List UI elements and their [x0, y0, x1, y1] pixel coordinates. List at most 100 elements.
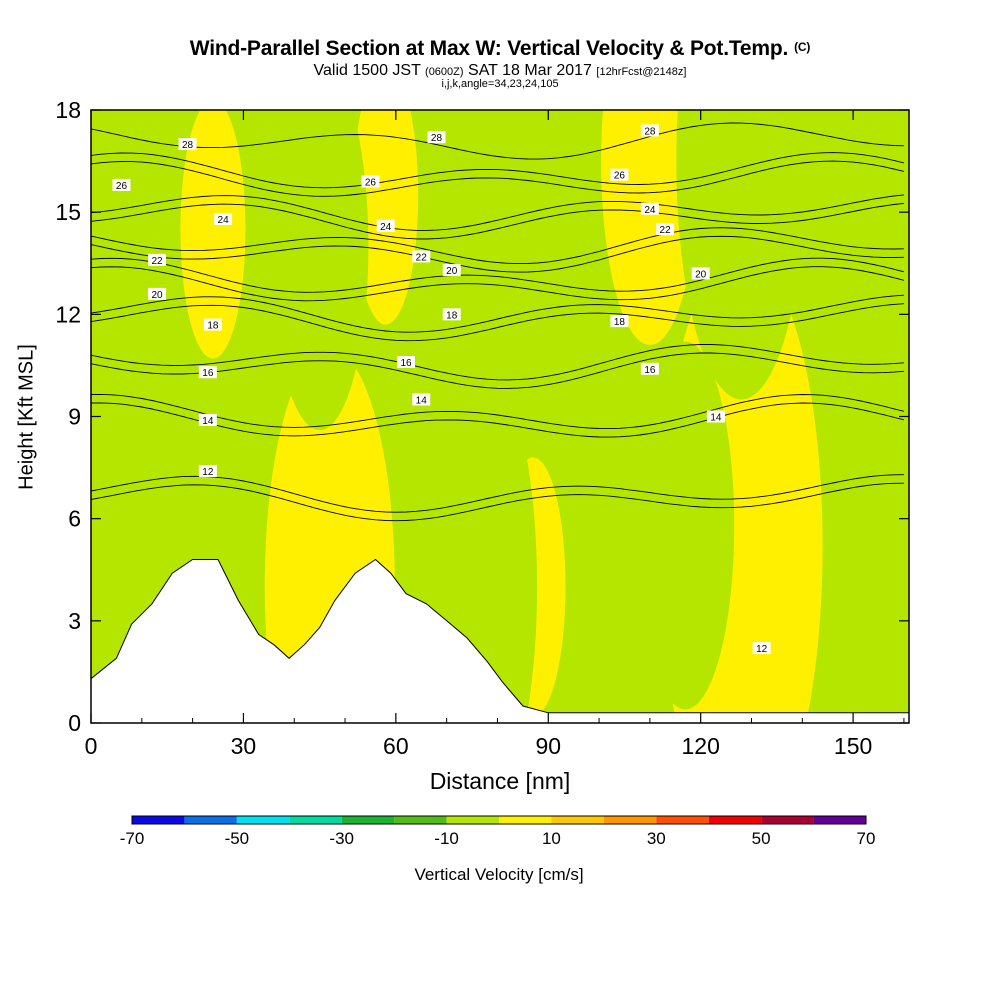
theta-contour	[91, 482, 904, 522]
svg-text:28: 28	[431, 133, 443, 144]
theta-label: 14	[198, 413, 217, 427]
svg-text:20: 20	[151, 290, 163, 301]
theta-label: 24	[640, 202, 659, 216]
colorbar-swatch	[499, 816, 552, 824]
y-axis-label: Height [Kft MSL]	[15, 344, 38, 490]
svg-text:26: 26	[116, 181, 128, 192]
svg-text:28: 28	[182, 140, 194, 151]
velocity-cell	[676, 110, 807, 400]
svg-text:18: 18	[614, 317, 626, 328]
theta-label: 20	[148, 287, 167, 301]
theta-label: 16	[198, 366, 217, 379]
theta-label: 14	[706, 410, 725, 424]
svg-text:14: 14	[416, 395, 428, 406]
theta-contour	[91, 122, 904, 160]
cross-section-chart: 28 28 28 26 26 26 24 24 24 22 22 22 20 20 20 18 18 18 16 16…	[55, 97, 910, 884]
svg-text:16: 16	[400, 358, 412, 369]
theta-label: 28	[427, 131, 446, 144]
colorbar-swatch	[394, 816, 447, 824]
terrain	[91, 558, 909, 723]
svg-text:14: 14	[710, 413, 722, 424]
velocity-cell	[270, 110, 369, 431]
svg-text:28: 28	[644, 126, 656, 137]
theta-label: 14	[412, 393, 431, 406]
theta-label: 22	[412, 250, 431, 263]
svg-text:24: 24	[644, 205, 656, 216]
theta-label: 16	[397, 356, 416, 369]
velocity-cell	[636, 341, 735, 710]
theta-contour	[91, 152, 905, 189]
colorbar-swatch	[551, 816, 604, 824]
x-tick-label: 150	[834, 733, 872, 759]
svg-text:20: 20	[695, 269, 707, 280]
theta-contour	[91, 194, 904, 231]
chart-subtitle: Valid 1500 JST (0600Z) SAT 18 Mar 2017 […	[313, 62, 687, 79]
y-tick-label: 0	[68, 710, 81, 736]
theta-label: 24	[376, 219, 395, 233]
x-tick-label: 90	[535, 733, 561, 759]
theta-label: 20	[442, 264, 461, 277]
theta-contour	[91, 235, 904, 273]
x-tick-label: 120	[682, 733, 720, 759]
colorbar-tick-label: 30	[647, 829, 666, 848]
colorbar-swatch	[813, 816, 866, 824]
colorbar-label: Vertical Velocity [cm/s]	[414, 865, 583, 884]
x-tick-label: 0	[85, 733, 98, 759]
theta-contour	[91, 202, 904, 240]
theta-label: 12	[198, 464, 217, 478]
theta-contours	[91, 122, 905, 522]
colorbar-tick-label: 70	[857, 829, 876, 848]
velocity-cell	[407, 348, 538, 723]
svg-text:18: 18	[446, 310, 458, 321]
y-tick-label: 6	[68, 506, 81, 532]
theta-label: 24	[214, 212, 233, 226]
svg-text:22: 22	[151, 256, 163, 267]
theta-contour	[91, 344, 904, 381]
theta-label: 16	[640, 362, 659, 376]
chart-title: Wind-Parallel Section at Max W: Vertical…	[189, 37, 811, 60]
theta-label: 26	[112, 178, 131, 192]
theta-label: 26	[361, 175, 380, 189]
theta-contour	[91, 303, 904, 342]
svg-text:22: 22	[660, 225, 672, 236]
theta-contour	[91, 257, 905, 293]
colorbar-swatch	[656, 816, 709, 824]
terrain-mask	[91, 558, 909, 723]
theta-label: 18	[610, 315, 629, 328]
colorbar: -70 -50 -30 -10 10 30 50 70 Vertical Velocity [c…	[120, 815, 876, 884]
colorbar-swatch	[603, 816, 657, 824]
axis-ticks: 0 30 60 90 120 150 0 3 6 9 12 15 18	[55, 97, 909, 759]
y-tick-label: 3	[68, 608, 81, 634]
colorbar-tick-label: 10	[542, 829, 561, 848]
velocity-cell	[91, 110, 172, 485]
colorbar-swatch	[184, 816, 237, 824]
velocity-field	[91, 110, 823, 723]
theta-contour	[91, 266, 905, 302]
svg-text:24: 24	[380, 222, 392, 233]
theta-contour	[91, 474, 904, 513]
theta-contour	[91, 393, 905, 430]
svg-text:26: 26	[614, 171, 626, 182]
colorbar-swatch	[761, 816, 814, 824]
svg-text:24: 24	[218, 215, 230, 226]
valid-utc: (0600Z)	[425, 66, 464, 78]
colorbar-swatch	[289, 816, 342, 824]
svg-text:14: 14	[202, 416, 214, 427]
theta-labels: 28 28 28 26 26 26 24 24 24 22 22 22 20 20 20 18 18 18 16 16…	[112, 124, 771, 655]
svg-text:12: 12	[756, 644, 768, 655]
theta-contour	[91, 227, 904, 265]
colorbar-tick-label: -50	[225, 829, 250, 848]
theta-label: 28	[178, 138, 197, 151]
colorbar-swatch	[236, 816, 290, 824]
theta-label: 20	[691, 267, 710, 280]
svg-text:18: 18	[207, 321, 219, 332]
theta-contour	[91, 294, 904, 333]
theta-contour	[91, 352, 904, 389]
velocity-cell	[458, 110, 557, 397]
theta-label: 26	[610, 168, 629, 182]
theta-label: 18	[442, 308, 461, 321]
svg-text:16: 16	[644, 365, 656, 376]
title-tag: (C)	[794, 40, 811, 54]
svg-text:22: 22	[416, 252, 428, 263]
x-axis-label: Distance [nm]	[429, 768, 571, 794]
